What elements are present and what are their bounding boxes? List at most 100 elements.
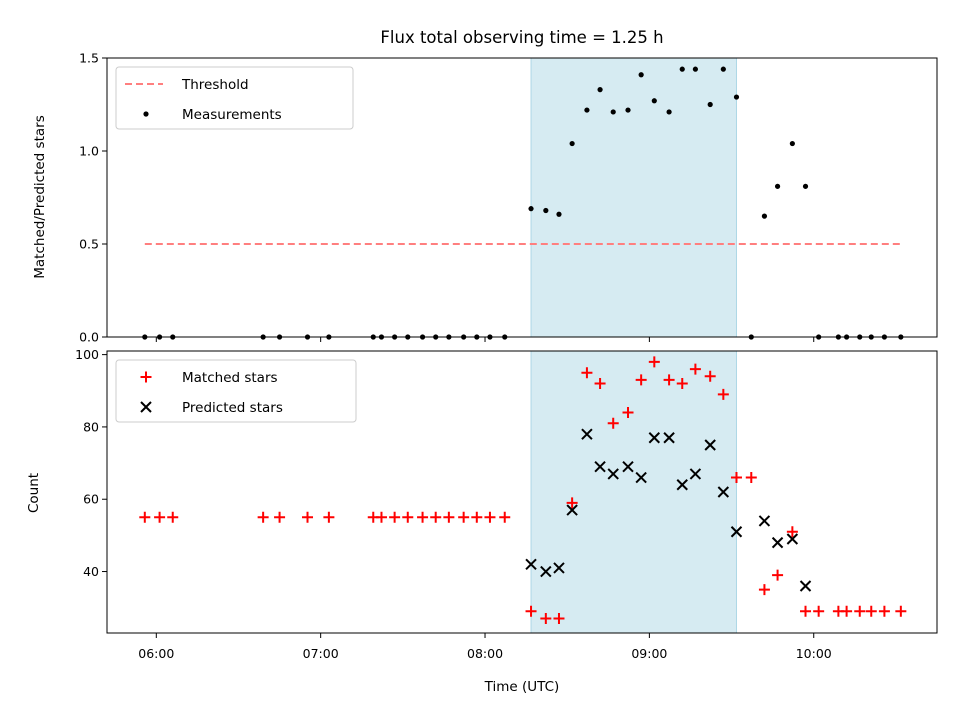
matched-star-point	[375, 511, 387, 523]
matched-star-point	[553, 613, 565, 625]
top-axes-frame	[106, 57, 938, 338]
measurement-point	[597, 87, 603, 93]
predicted-star-point	[540, 565, 552, 578]
bottom-legend-box	[115, 359, 357, 423]
top-y-tick-label: 1.0	[79, 144, 99, 159]
x-tick-label: 09:00	[631, 646, 667, 661]
bottom-shaded-region	[530, 350, 737, 634]
predicted-star-point	[635, 471, 647, 484]
bottom-y-tick-label: 40	[83, 564, 99, 579]
matched-star-point	[471, 511, 483, 523]
matched-star-point	[274, 511, 286, 523]
matched-star-point	[458, 511, 470, 523]
measurement-point	[720, 66, 726, 72]
predicted-star-point	[717, 486, 730, 498]
matched-star-point	[854, 605, 866, 617]
predicted-star-point	[730, 526, 743, 538]
chart-title: Flux total observing time = 1.25 h	[380, 28, 663, 47]
matched-star-point	[323, 511, 335, 523]
matched-star-point	[525, 605, 537, 617]
predicted-star-point	[799, 580, 812, 592]
measurement-point	[651, 98, 657, 104]
matched-star-point	[443, 511, 455, 523]
x-tick-label: 07:00	[303, 646, 339, 661]
bottom-y-tick-label: 60	[83, 492, 99, 507]
measurement-point	[625, 107, 631, 113]
measurement-point	[638, 72, 644, 78]
matched-star-point	[813, 605, 825, 617]
matched-star-point	[730, 472, 742, 484]
predicted-star-point	[771, 536, 784, 549]
bottom-y-tick-label: 80	[83, 419, 99, 434]
matched-star-point	[635, 374, 647, 386]
measurement-point	[569, 140, 575, 147]
matched-star-point	[484, 511, 496, 523]
predicted-star-point	[553, 562, 565, 574]
x-axis-label: Time (UTC)	[484, 679, 560, 695]
predicted-star-point	[676, 479, 688, 491]
bottom-y-axis-label: Count	[26, 473, 42, 513]
matched-star-point	[139, 511, 151, 523]
matched-star-point	[167, 511, 179, 523]
measurement-point	[556, 211, 562, 217]
predicted-star-point	[786, 533, 799, 545]
measurement-point	[679, 66, 685, 72]
matched-star-point	[594, 378, 606, 390]
top-y-tick-label: 0.5	[79, 237, 99, 252]
measurement-point	[666, 109, 672, 115]
x-tick-label: 06:00	[138, 646, 174, 661]
legend-predicted-swatch	[140, 401, 152, 413]
matched-star-point	[895, 605, 907, 617]
measurement-point	[774, 183, 781, 189]
top-legend-label: Measurements	[182, 107, 282, 123]
matched-star-point	[622, 406, 634, 418]
bottom-panel: 40 60 80 100 06:00 07:00 08:00 09:00 10:00 Matche…	[75, 347, 938, 661]
matched-star-point	[676, 378, 688, 390]
measurement-point	[528, 206, 534, 212]
matched-star-point	[648, 356, 660, 368]
matched-star-point	[430, 511, 442, 523]
matched-star-point	[302, 511, 314, 523]
bottom-legend-label: Matched stars	[182, 370, 278, 386]
bottom-axes-frame	[106, 350, 938, 634]
top-y-tick-label: 0.0	[79, 330, 99, 345]
matched-star-point	[878, 605, 890, 617]
matched-star-point	[566, 497, 578, 509]
matched-star-point	[745, 472, 757, 484]
matched-star-point	[800, 605, 812, 617]
top-legend: Threshold Measurements	[115, 66, 354, 130]
predicted-star-point	[525, 558, 537, 571]
x-tick-label: 08:00	[467, 646, 503, 661]
measurement-point	[707, 101, 713, 108]
legend-measurements-swatch	[143, 111, 149, 117]
predicted-star-point	[648, 432, 661, 444]
top-y-axis-label: Matched/Predicted stars	[32, 115, 48, 278]
measurement-point	[733, 94, 740, 100]
bottom-legend-label: Predicted stars	[182, 400, 283, 416]
matched-star-point	[540, 613, 552, 625]
measurement-point	[610, 109, 616, 115]
matched-star-point	[581, 367, 593, 379]
matched-star-point	[758, 584, 770, 596]
matched-star-point	[154, 511, 166, 523]
matched-star-point	[717, 388, 729, 400]
matched-star-point	[865, 605, 877, 617]
matched-star-point	[499, 511, 511, 523]
top-shaded-region	[530, 57, 737, 338]
measurement-point	[761, 213, 768, 219]
x-tick-label: 10:00	[796, 646, 832, 661]
top-legend-box	[115, 66, 354, 130]
matched-star-point	[389, 511, 401, 523]
predicted-star-point	[607, 468, 619, 480]
predicted-star-point	[581, 428, 593, 440]
predicted-star-point	[594, 460, 606, 473]
matched-star-point	[841, 605, 853, 617]
predicted-star-point	[622, 460, 634, 473]
predicted-star-point	[663, 432, 675, 444]
matched-star-point	[417, 511, 429, 523]
measurement-point	[543, 207, 549, 214]
matched-star-point	[402, 511, 414, 523]
legend-matched-swatch	[140, 371, 152, 383]
predicted-star-point	[704, 439, 716, 451]
